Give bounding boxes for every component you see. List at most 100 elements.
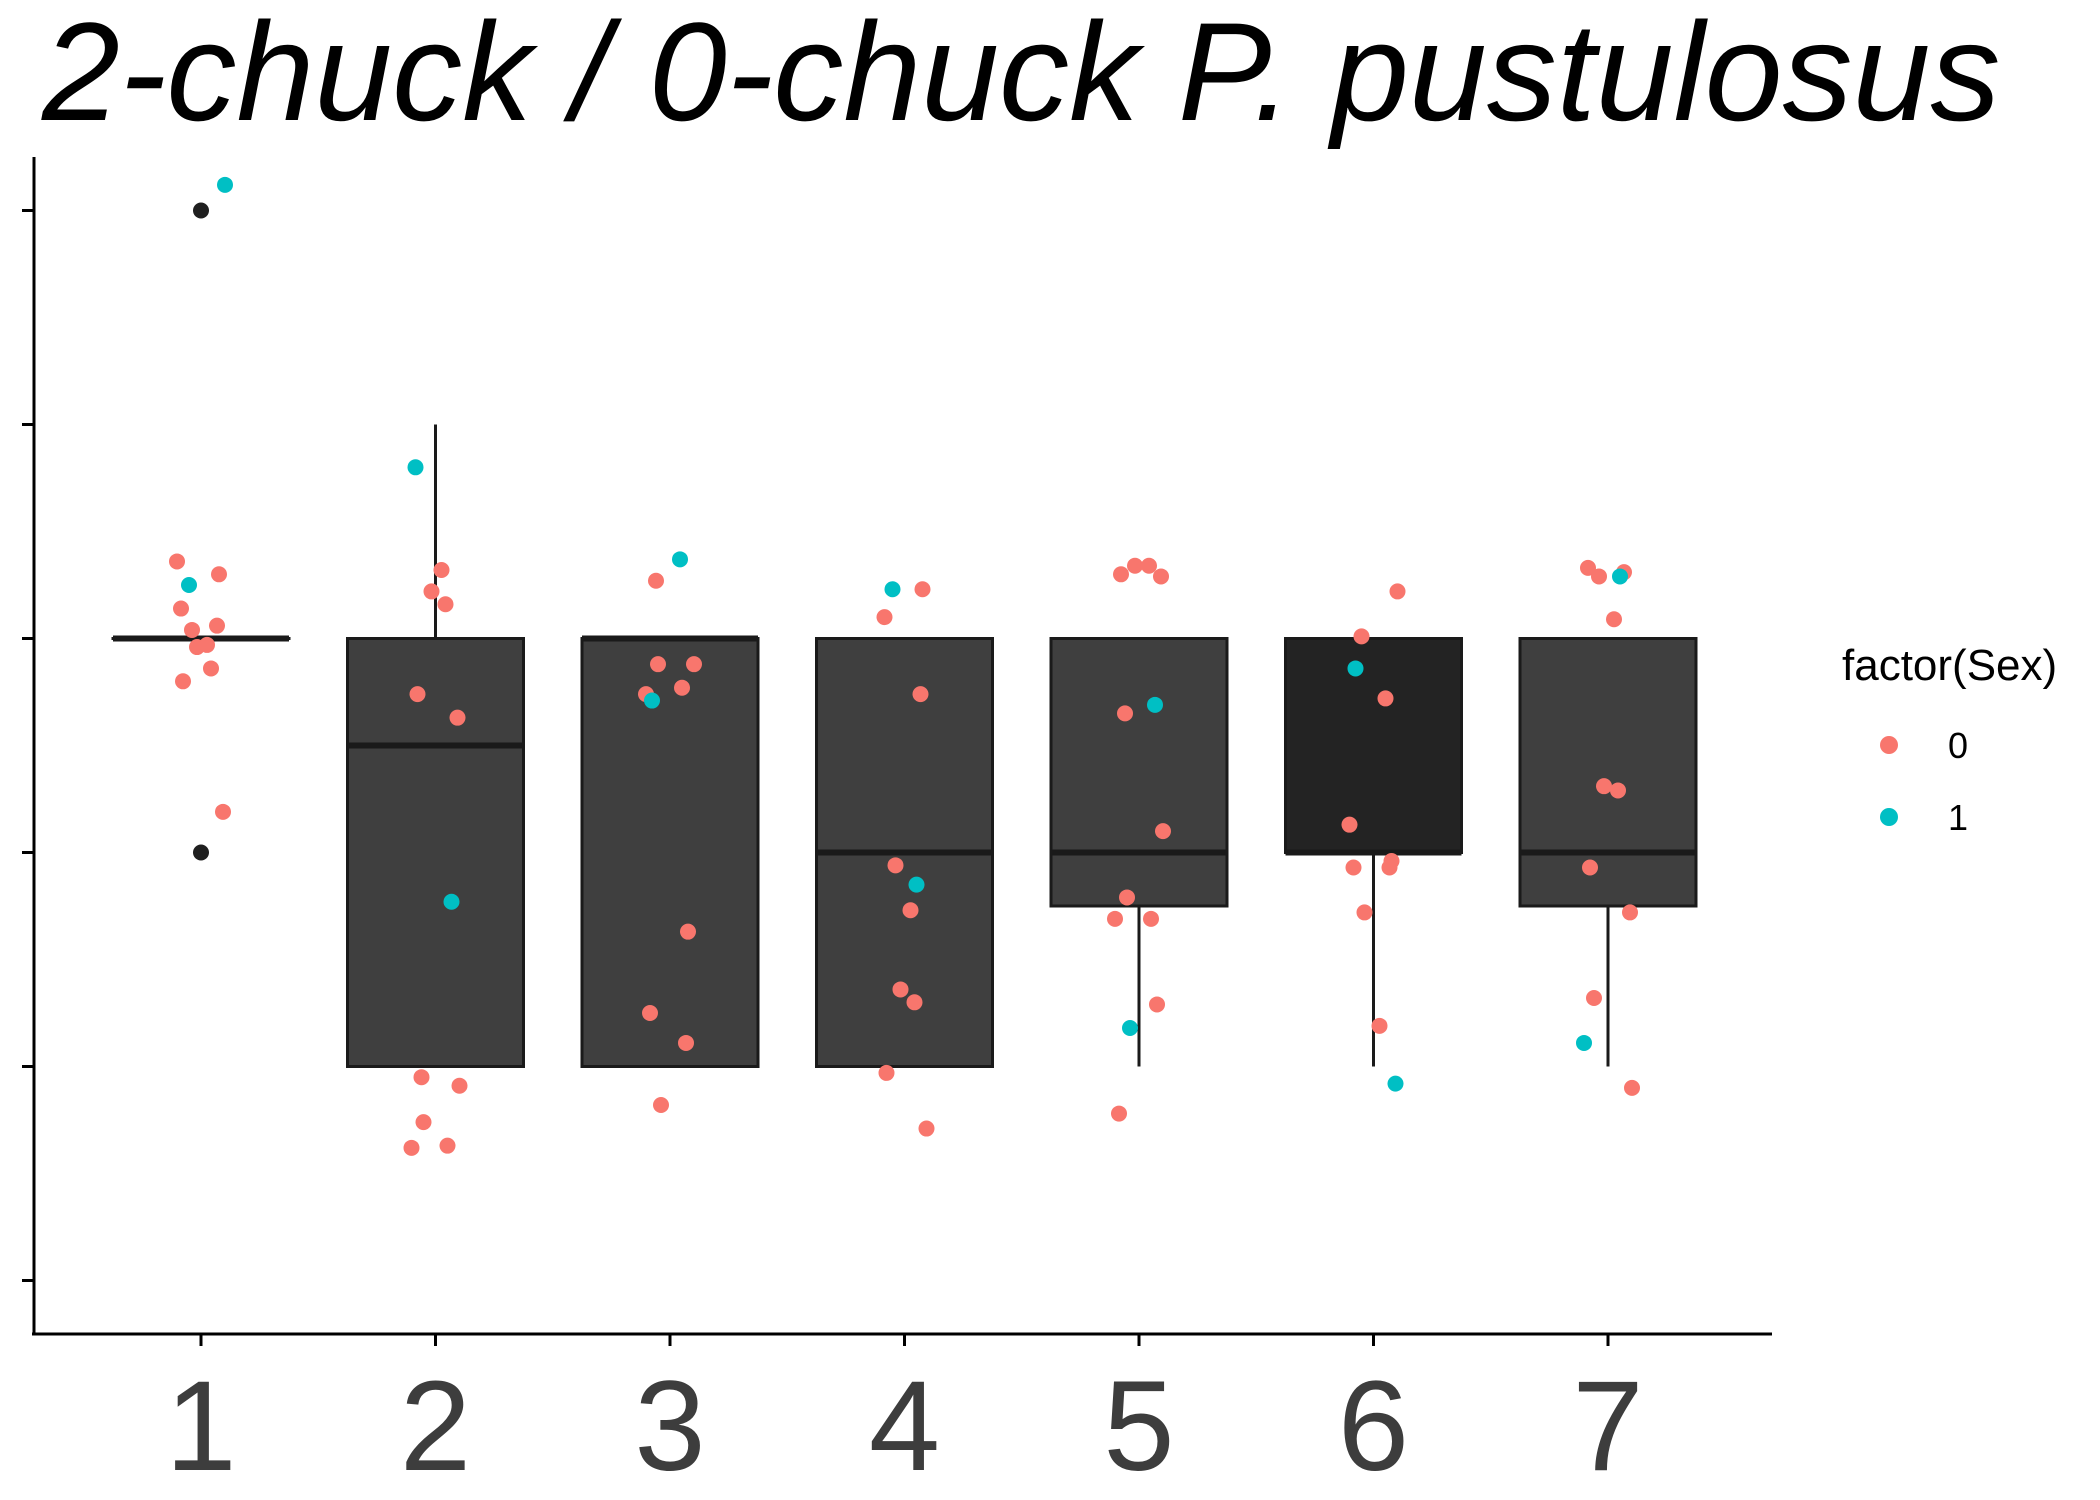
data-point-sex-0 xyxy=(887,857,904,874)
data-point-sex-0 xyxy=(1111,1105,1127,1122)
x-tick-label: 1 xyxy=(165,1355,236,1498)
data-point-sex-0 xyxy=(437,596,454,613)
x-tick-label: 5 xyxy=(1103,1355,1174,1498)
data-point-sex-0 xyxy=(674,679,690,696)
box xyxy=(1049,637,1229,908)
data-point-sex-0 xyxy=(203,660,219,677)
data-point-sex-0 xyxy=(1389,583,1406,600)
data-point-sex-0 xyxy=(1377,690,1394,707)
box-group xyxy=(1049,637,1229,1067)
data-point-sex-1 xyxy=(672,551,688,568)
data-point-sex-0 xyxy=(686,656,702,673)
legend-key-1 xyxy=(1880,808,1898,826)
x-tick-label: 2 xyxy=(400,1355,471,1498)
data-point-sex-1 xyxy=(1122,1019,1138,1036)
data-point-sex-0 xyxy=(1356,904,1373,921)
data-point-sex-0 xyxy=(878,1064,895,1081)
data-point-sex-0 xyxy=(1341,816,1358,833)
legend-label-1: 1 xyxy=(1948,797,1968,838)
data-point-sex-0 xyxy=(1582,859,1598,876)
data-point-sex-0 xyxy=(1381,859,1398,876)
outliers xyxy=(193,202,209,861)
data-point-sex-0 xyxy=(653,1097,669,1114)
data-point-sex-0 xyxy=(1345,859,1362,876)
legend-title: factor(Sex) xyxy=(1842,641,2057,690)
data-point-sex-0 xyxy=(678,1034,694,1051)
x-tick-labels: 1 2 3 4 5 6 7 xyxy=(165,1355,1643,1498)
x-tick-label: 4 xyxy=(869,1355,940,1498)
legend-entries: 01 xyxy=(1880,725,1968,838)
data-point-sex-0 xyxy=(876,609,893,626)
data-point-sex-0 xyxy=(415,1114,432,1131)
data-point-sex-0 xyxy=(433,562,450,579)
data-point-sex-0 xyxy=(1127,557,1143,574)
plot-area: 1 2 3 4 5 6 7 xyxy=(22,157,1772,1498)
data-point-sex-1 xyxy=(181,577,197,593)
data-point-sex-0 xyxy=(439,1137,456,1154)
data-point-sex-1 xyxy=(1612,568,1628,585)
data-point-sex-0 xyxy=(209,617,225,634)
data-point-sex-0 xyxy=(1119,889,1135,906)
data-point-sex-0 xyxy=(1113,566,1129,583)
data-point-sex-0 xyxy=(914,581,931,598)
outlier-point xyxy=(193,844,209,861)
x-tick-label: 3 xyxy=(634,1355,705,1498)
data-point-sex-0 xyxy=(1141,557,1157,574)
data-point-sex-0 xyxy=(1610,782,1626,799)
data-point-sex-0 xyxy=(451,1077,468,1094)
data-point-sex-0 xyxy=(1606,611,1622,628)
data-point-sex-0 xyxy=(211,566,227,583)
data-point-sex-1 xyxy=(1347,660,1364,677)
jitter-points xyxy=(169,176,1640,1156)
box-group xyxy=(346,424,525,1068)
boxes xyxy=(111,424,1698,1068)
data-point-sex-1 xyxy=(884,581,901,598)
data-point-sex-0 xyxy=(1586,990,1602,1007)
data-point-sex-0 xyxy=(215,803,231,820)
legend-key-0 xyxy=(1880,736,1898,754)
data-point-sex-0 xyxy=(409,686,426,703)
box xyxy=(346,637,525,1068)
legend: factor(Sex) 01 xyxy=(1842,641,2057,838)
box-group xyxy=(1518,637,1698,1067)
data-point-sex-0 xyxy=(650,656,666,673)
data-point-sex-0 xyxy=(1153,568,1169,585)
box xyxy=(580,637,760,1068)
data-point-sex-0 xyxy=(1107,910,1123,927)
x-tick-label: 6 xyxy=(1338,1355,1409,1498)
y-ticks xyxy=(22,209,34,1282)
data-point-sex-1 xyxy=(407,459,424,476)
data-point-sex-0 xyxy=(1596,778,1612,795)
data-point-sex-0 xyxy=(423,583,440,600)
data-point-sex-0 xyxy=(1591,568,1607,585)
data-point-sex-1 xyxy=(1387,1075,1404,1092)
data-point-sex-1 xyxy=(1147,696,1163,713)
box xyxy=(1518,637,1698,908)
data-point-sex-0 xyxy=(1143,910,1159,927)
data-point-sex-0 xyxy=(902,902,919,919)
data-point-sex-1 xyxy=(443,893,460,910)
data-point-sex-0 xyxy=(918,1120,935,1137)
outlier-point xyxy=(193,202,209,219)
data-point-sex-1 xyxy=(217,176,233,193)
data-point-sex-1 xyxy=(644,692,660,709)
x-ticks xyxy=(199,1334,1610,1346)
data-point-sex-0 xyxy=(648,572,664,589)
data-point-sex-0 xyxy=(449,709,466,726)
data-point-sex-0 xyxy=(912,686,929,703)
box-group xyxy=(1284,637,1463,1067)
data-point-sex-0 xyxy=(1624,1079,1640,1096)
x-tick-label: 7 xyxy=(1572,1355,1643,1498)
data-point-sex-0 xyxy=(1580,559,1596,576)
data-point-sex-0 xyxy=(175,673,191,690)
data-point-sex-0 xyxy=(680,923,696,940)
data-point-sex-0 xyxy=(173,600,189,617)
data-point-sex-0 xyxy=(413,1069,430,1086)
chart-title: 2-chuck / 0-chuck P. pustulosus xyxy=(41,0,2000,150)
data-point-sex-0 xyxy=(184,621,200,638)
box xyxy=(1284,637,1463,854)
data-point-sex-0 xyxy=(1149,996,1165,1013)
data-point-sex-0 xyxy=(169,553,185,570)
data-point-sex-0 xyxy=(1371,1017,1388,1034)
